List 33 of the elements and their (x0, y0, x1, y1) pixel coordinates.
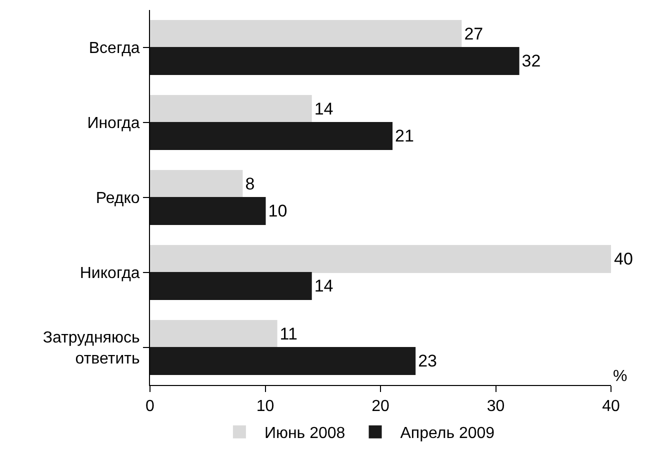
bar (150, 272, 312, 300)
data-label: 10 (268, 202, 288, 220)
bar (150, 347, 416, 375)
x-tick-label: 30 (486, 398, 505, 416)
y-tick-label: Всегда (88, 40, 140, 58)
data-label: 23 (418, 352, 437, 370)
x-tick-label: 40 (602, 398, 620, 416)
data-label: 8 (245, 174, 255, 194)
data-label: 14 (314, 100, 334, 118)
data-label: 40 (614, 250, 633, 268)
bar (150, 47, 520, 75)
y-tick-label: Редко (96, 190, 140, 208)
data-label: 11 (280, 324, 298, 344)
data-label: 14 (314, 276, 334, 296)
y-tick-label: Затрудняюсь ответить (42, 330, 140, 368)
y-tick-label: Иногда (87, 115, 140, 132)
y-tick-label: Никогда (80, 265, 140, 282)
bar (150, 122, 393, 150)
bar (150, 320, 278, 348)
bar (150, 170, 243, 198)
x-axis-title: % (613, 368, 628, 385)
x-tick-label: 0 (146, 398, 155, 416)
bar (150, 95, 312, 123)
data-label: 27 (464, 24, 484, 44)
bar (150, 197, 266, 225)
bar (150, 245, 611, 273)
legend-label: Июнь 2008 (264, 425, 346, 442)
legend-label: Апрель 2009 (400, 425, 495, 442)
data-label: 21 (395, 126, 414, 146)
data-label: 32 (522, 52, 541, 70)
bar (150, 20, 462, 48)
x-tick-label: 10 (256, 398, 274, 416)
x-tick-label: 20 (372, 398, 390, 416)
